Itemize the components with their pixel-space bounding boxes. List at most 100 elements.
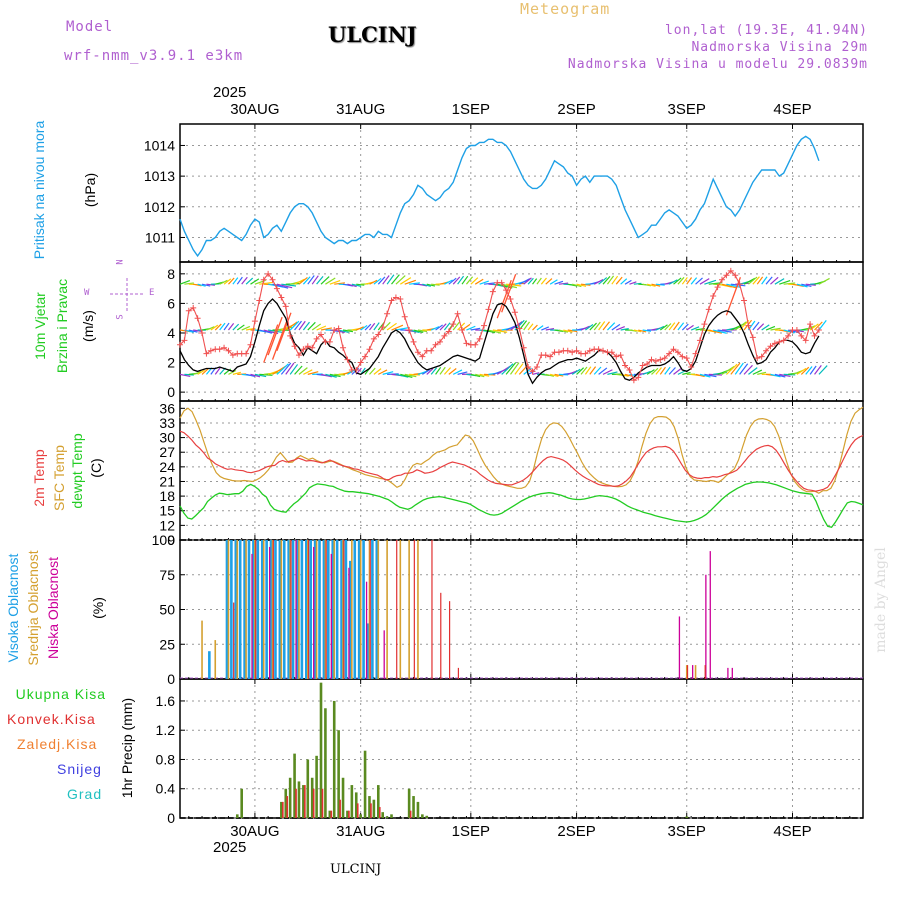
precip-bar [280,801,283,818]
wind-gust-marker [600,347,607,354]
wind-direction-arrow [254,373,267,378]
wind-direction-arrow [681,323,689,331]
cloud-bar [357,540,361,679]
cloud-bar [366,623,370,679]
cloud-bar [694,665,697,679]
y-tick-label: 1013 [144,168,175,184]
wind-direction-arrow [232,277,239,285]
precip-bar [295,788,297,818]
wind-direction-arrow [809,365,817,375]
wind-speed-line [179,298,820,385]
wind-direction-arrow [686,277,693,285]
wind-direction-arrow [708,329,722,334]
wind-direction-arrow [800,366,810,375]
wind-direction-arrow [814,365,822,375]
precip-bar [412,796,415,818]
wind-gust-marker [370,335,377,342]
wind-direction-arrow [325,277,336,285]
wind-direction-arrow [475,373,485,378]
pressure-unit-label: (hPa) [82,172,98,208]
wind-direction-arrow [805,325,816,331]
wind-direction-arrow [659,366,666,375]
precip-bar [304,785,306,818]
wind-direction-arrow [227,323,235,331]
wind-gust-marker [613,353,620,360]
precip-bar [302,785,305,818]
wind-direction-arrow [241,325,251,331]
compass-west-label: W [84,288,90,298]
wind-direction-arrow [739,363,749,375]
wind-direction-arrow [563,329,573,333]
wind-direction-arrow [184,282,194,285]
cloud-bar [369,540,371,679]
wind-direction-arrow [571,368,581,375]
wind-axis-label-line1: 10m Vjetar [32,292,48,360]
wind-direction-arrow [779,373,791,378]
cloud-bar [413,540,415,679]
wind-direction-arrow [232,323,240,331]
wind-direction-arrow [329,279,341,285]
wind-gust-marker [225,347,232,354]
wind-direction-arrow [620,328,629,331]
precip-bar [328,810,332,818]
model-label: Model [66,19,114,35]
legend-convective-rain: Konvek.Kisa [7,711,96,727]
precip-bar [330,810,333,818]
cloud-bar [304,540,308,679]
panel-frame-2 [179,400,864,541]
wind-gust-marker [357,359,364,366]
wind-direction-arrow [814,321,823,331]
y-tick-label: 0 [167,671,175,687]
wind-direction-arrow [668,279,678,285]
wind-gust-marker [445,328,452,335]
wind-direction-arrow [294,278,305,285]
wind-gust-marker [472,341,479,348]
wind-direction-arrow [382,275,390,285]
wind-direction-arrow [404,373,417,378]
model-name: wrf-nmm_v3.9.1 e3km [64,48,244,64]
station-title: ULCINJ [328,22,417,47]
wind-gust-marker [454,310,461,317]
tsfc-axis-label: SFC Temp [51,445,67,511]
wind-direction-arrow [382,321,391,331]
wind-direction-arrow [470,327,481,331]
cloud-high-axis-label: Visoka Oblacnost [5,553,21,663]
wind-gust-marker [525,363,532,370]
cloud-bar [238,540,242,679]
wind-direction-arrow [386,322,397,331]
wind-direction-arrow [232,371,242,375]
y-tick-label: 0 [167,384,175,400]
y-tick-label: 9 [167,532,175,548]
dewpoint-line [179,481,864,529]
y-tick-label: 1.6 [156,693,176,709]
wind-direction-arrow [377,276,386,285]
wind-direction-arrow [593,321,601,331]
wind-direction-arrow [474,278,484,285]
wind-compass-glyph [110,278,145,312]
wind-direction-arrow [479,280,489,285]
wind-direction-arrow [677,322,685,331]
sfc-temp-line [179,406,864,494]
wind-direction-arrow [219,322,226,331]
wind-direction-arrow [642,329,652,332]
wind-gust-marker [595,346,602,353]
wind-direction-arrow [250,278,260,285]
wind-direction-arrow [673,277,682,285]
compass-east-label: E [149,288,155,298]
cloud-bar [377,540,380,679]
year-top: 2025 [213,84,247,101]
y-tick-label: 33 [159,415,175,431]
cloud-bar [282,540,286,679]
precip-bar [324,708,327,818]
wind-gust-line [179,270,820,382]
date-label-bottom: 30AUG [230,823,279,840]
precip-bar [416,801,420,818]
elevation-label: Nadmorska Visina 29m [691,40,868,55]
y-tick-label: 0 [167,810,175,826]
precip-bar [284,788,288,818]
wind-direction-arrow [699,278,710,285]
precip-bar [350,785,354,818]
wind-direction-arrow [756,276,764,285]
wind-direction-arrow [523,321,531,331]
wind-direction-arrow [395,327,409,331]
